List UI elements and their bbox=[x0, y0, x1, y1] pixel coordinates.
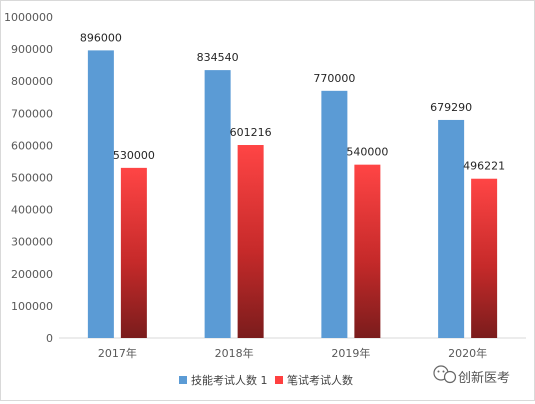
bar-skill-3 bbox=[321, 90, 348, 338]
y-tick-label: 600000 bbox=[11, 139, 53, 152]
data-label: 601216 bbox=[230, 126, 272, 139]
bar-written-3 bbox=[354, 164, 381, 338]
watermark-text: 创新医考 bbox=[458, 370, 510, 386]
y-tick-label: 200000 bbox=[11, 268, 53, 281]
x-axis: 2017年 2018年 2019年 2020年 bbox=[59, 337, 526, 360]
y-tick-label: 300000 bbox=[11, 236, 53, 249]
y-tick-label: 500000 bbox=[11, 172, 53, 185]
bar-skill-2 bbox=[204, 70, 231, 338]
data-label: 896000 bbox=[80, 31, 122, 44]
watermark: 创新医考 bbox=[433, 365, 510, 386]
data-labels-group: 896000 834540 770000 679290 530000 601216 5400… bbox=[80, 31, 505, 172]
bars-group bbox=[87, 50, 498, 338]
y-tick-label: 1000000 bbox=[4, 11, 53, 24]
data-label: 540000 bbox=[346, 146, 388, 159]
wechat-icon bbox=[433, 365, 457, 384]
legend: 技能考试人数 1 笔试考试人数 bbox=[179, 373, 353, 387]
y-tick-label: 700000 bbox=[11, 107, 53, 120]
data-label: 530000 bbox=[113, 149, 155, 162]
x-tick-label: 2020年 bbox=[448, 346, 487, 360]
y-tick-label: 900000 bbox=[11, 43, 53, 56]
legend-swatch-1 bbox=[179, 376, 187, 384]
bar-skill-1 bbox=[87, 50, 114, 338]
data-label: 770000 bbox=[313, 72, 355, 85]
data-label: 496221 bbox=[463, 160, 505, 173]
data-label: 834540 bbox=[197, 51, 239, 64]
data-label: 679290 bbox=[430, 101, 472, 114]
bar-written-1 bbox=[120, 167, 147, 338]
y-tick-label: 100000 bbox=[11, 300, 53, 313]
y-axis: 0 100000 200000 300000 400000 500000 600000 700… bbox=[4, 11, 53, 345]
x-tick-label: 2019年 bbox=[331, 346, 370, 360]
bar-written-4 bbox=[471, 178, 498, 338]
legend-label-2: 笔试考试人数 bbox=[287, 373, 353, 387]
y-tick-label: 400000 bbox=[11, 204, 53, 217]
y-tick-label: 0 bbox=[46, 332, 53, 345]
bar-written-2 bbox=[237, 145, 264, 338]
legend-swatch-2 bbox=[275, 376, 283, 384]
bar-skill-4 bbox=[438, 119, 465, 338]
legend-label-1: 技能考试人数 1 bbox=[191, 373, 268, 387]
x-tick-label: 2017年 bbox=[98, 346, 137, 360]
y-tick-label: 800000 bbox=[11, 75, 53, 88]
x-tick-label: 2018年 bbox=[215, 346, 254, 360]
